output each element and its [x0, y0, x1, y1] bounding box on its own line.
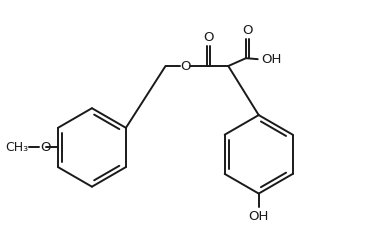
Text: O: O [180, 60, 190, 73]
Text: O: O [242, 24, 253, 37]
Text: CH₃: CH₃ [6, 141, 29, 154]
Text: OH: OH [262, 53, 282, 66]
Text: O: O [40, 141, 50, 154]
Text: OH: OH [248, 210, 269, 223]
Text: O: O [203, 31, 213, 45]
